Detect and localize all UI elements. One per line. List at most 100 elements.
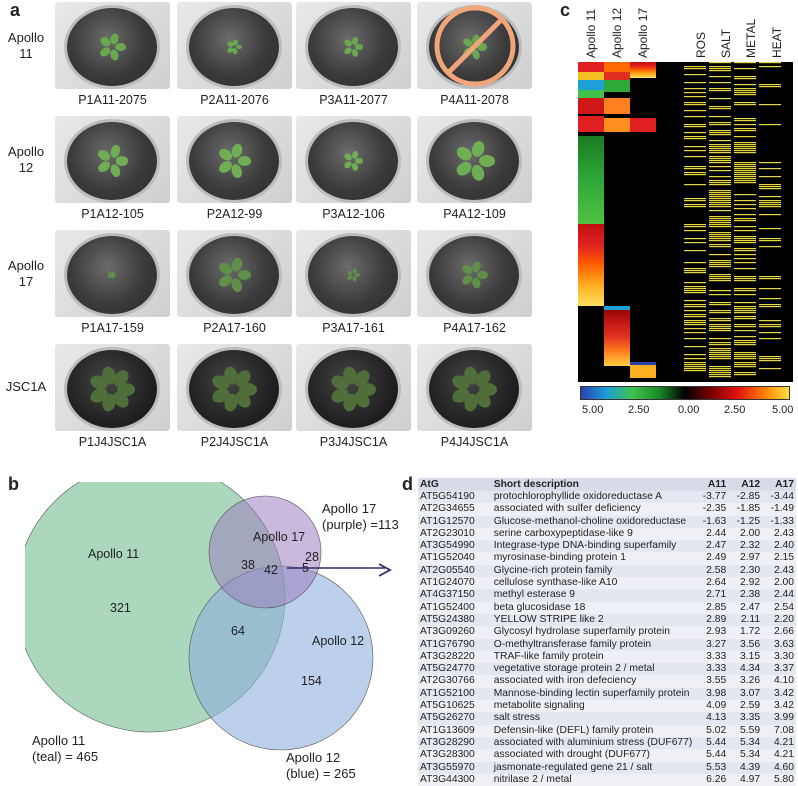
cell-a12: 5.34 [728,749,763,762]
hm-stress-tick [759,332,781,334]
hm-stress-tick [684,168,706,170]
cell-atg: AT5G26270 [418,712,492,725]
hm-stress-tick [734,148,756,150]
hm-stress-tick [709,196,731,198]
hm-stress-tick [709,216,731,218]
hm-stress-tick [709,226,731,228]
hm-stress-tick [684,362,706,364]
hm-stress-tick [684,288,706,290]
panel-d-letter: d [402,474,413,494]
hm-stress-tick [734,168,756,170]
hm-stress-tick [734,204,756,206]
hm-stress-tick [709,318,731,320]
cell-description: myrosinase-binding protein 1 [491,552,695,565]
heatmap-col-label: HEAT [770,26,784,58]
heatmap-col-label: SALT [719,28,733,58]
hm-stress-tick [684,166,706,168]
cell-a17: 4.21 [762,749,796,762]
cell-atg: AT5G54190 [418,491,492,504]
hm-stress-tick [734,364,756,366]
table-row: AT3G28300 associated with drought (DUF677… [418,749,796,762]
plant-caption: P1A12-105 [81,207,144,221]
hm-stress-tick [684,146,706,148]
hm-stress-tick [709,68,731,70]
gene-table: AtG Short description A11 A12 A17 AT5G54… [418,478,796,786]
cell-description: metabolite signaling [491,700,695,713]
plant-caption: P4J4JSC1A [440,435,509,449]
cell-a17: 5.80 [762,773,796,786]
table-row: AT5G10625 metabolite signaling 4.09 2.59 3.4… [418,700,796,713]
cell-a17: 2.44 [762,589,796,602]
hm-stress-tick [709,146,731,148]
hm-stress-tick [734,78,756,80]
hm-stress-tick [759,276,781,278]
cell-a17: -1.33 [762,515,796,528]
hm-cell [578,90,604,98]
cell-a11: 2.47 [694,540,729,553]
cell-a17: 2.20 [762,613,796,627]
leaf-shape [115,156,129,166]
hm-stress-tick [734,312,756,314]
table-row: AT1G76790 O-methyltransferase family prot… [418,638,796,651]
venn-label-apollo11-inner: Apollo 11 [88,547,140,561]
hm-stress-tick [734,178,756,180]
venn-label-apollo17-inner: Apollo 17 [253,530,306,544]
cell-atg: AT2G05540 [418,564,492,578]
hm-stress-tick [734,258,756,260]
hm-cell [630,364,656,378]
hm-stress-tick [759,288,781,290]
row-label-line1: Apollo [7,144,45,159]
hm-stress-tick [709,370,731,372]
hm-stress-tick [684,304,706,306]
hm-cell [604,118,630,132]
leaf-shape [355,158,364,164]
hm-stress-tick [709,262,731,264]
leaf-shape [477,271,488,279]
hm-stress-tick [734,290,756,292]
hm-stress-tick [759,214,781,216]
cell-description: associated with iron defeciency [491,675,695,688]
cell-a12: 2.30 [728,564,763,578]
hm-stress-tick [684,238,706,240]
hm-stress-tick [684,150,706,152]
hm-stress-tick [709,132,731,134]
cell-a11: 3.27 [694,638,729,651]
hm-stress-tick [734,340,756,342]
hm-stress-tick [684,104,706,106]
cell-a17: 4.10 [762,675,796,688]
hm-stress-tick [759,358,781,360]
colorbar-tick-label: 5.00 [582,404,604,416]
cell-a11: -1.63 [694,515,729,528]
cell-a12: 2.47 [728,601,763,614]
hm-stress-tick [709,236,731,238]
cell-a11: 5.02 [694,724,729,737]
plant-photo [296,116,411,203]
hm-stress-tick [709,274,731,276]
cell-a17: 3.99 [762,712,796,725]
header-description: Short description [491,478,695,491]
hm-stress-tick [709,70,731,72]
hm-stress-tick [684,92,706,94]
hm-stress-tick [684,316,706,318]
hm-stress-tick [734,288,756,290]
hm-cell [578,80,604,90]
hm-stress-tick [709,376,731,378]
hm-stress-tick [759,168,781,170]
hm-stress-tick [734,150,756,152]
hm-stress-tick [759,188,781,190]
hm-stress-tick [734,174,756,176]
table-row: AT3G55970 jasmonate-regulated gene 21 / s… [418,761,796,774]
hm-stress-tick [734,200,756,202]
hm-stress-tick [684,198,706,200]
hm-stress-tick [759,228,781,230]
plant-caption: P2A11-2076 [200,93,269,107]
hm-stress-tick [759,206,781,208]
hm-stress-tick [734,306,756,308]
cell-description: serine carboxypeptidase-like 9 [491,527,695,541]
table-row: AT1G52400 beta glucosidase 18 2.85 2.47 2.54 [418,601,796,614]
hm-stress-tick [684,358,706,360]
table-row: AT1G13609 Defensin-like (DEFL) family pro… [418,724,796,737]
cell-a12: 2.11 [728,613,763,627]
hm-stress-tick [734,120,756,122]
